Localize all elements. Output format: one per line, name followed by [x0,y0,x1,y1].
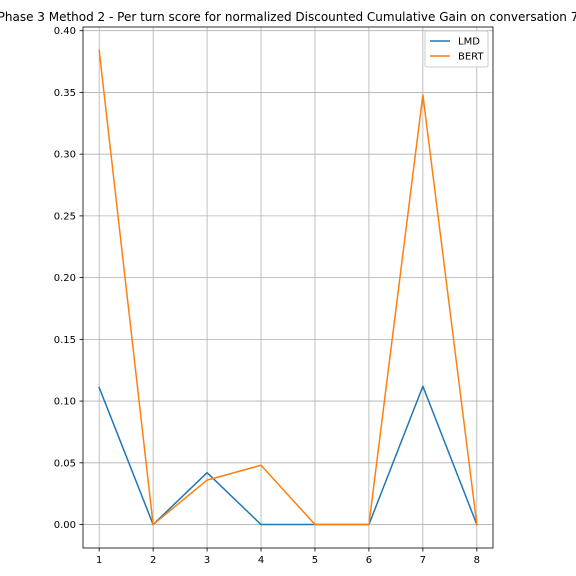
x-tick-label: 3 [204,555,210,566]
y-tick-label: 0.40 [54,26,76,37]
x-tick-label: 2 [150,555,156,566]
y-tick-label: 0.20 [54,273,76,284]
x-tick-label: 5 [312,555,318,566]
x-tick-label: 6 [366,555,372,566]
series-line-bert [98,49,478,526]
x-tick-label: 7 [420,555,426,566]
series-line-lmd [98,385,478,526]
series-lines [98,49,478,526]
x-tick-label: 4 [258,555,264,566]
y-tick-label: 0.00 [54,520,76,531]
grid [83,27,493,548]
chart-title: Phase 3 Method 2 - Per turn score for no… [0,10,576,24]
y-tick-label: 0.05 [54,458,76,469]
plot-frame [82,26,494,549]
legend-frame [424,30,489,68]
x-tick-label: 8 [474,555,480,566]
y-tick-label: 0.10 [54,397,76,408]
legend-label-lmd: LMD [458,37,480,48]
y-tick-label: 0.15 [54,335,76,346]
x-tick-label: 1 [96,555,102,566]
y-tick-label: 0.25 [54,211,76,222]
legend-label-bert: BERT [458,52,484,63]
y-tick-label: 0.30 [54,150,76,161]
legend: LMD BERT [424,30,489,68]
axis-ticks: 1 2 3 4 5 6 7 8 0.00 0.05 0.10 0.15 0.20 0.25 0.30 0.35… [54,26,480,566]
y-tick-label: 0.35 [54,88,76,99]
